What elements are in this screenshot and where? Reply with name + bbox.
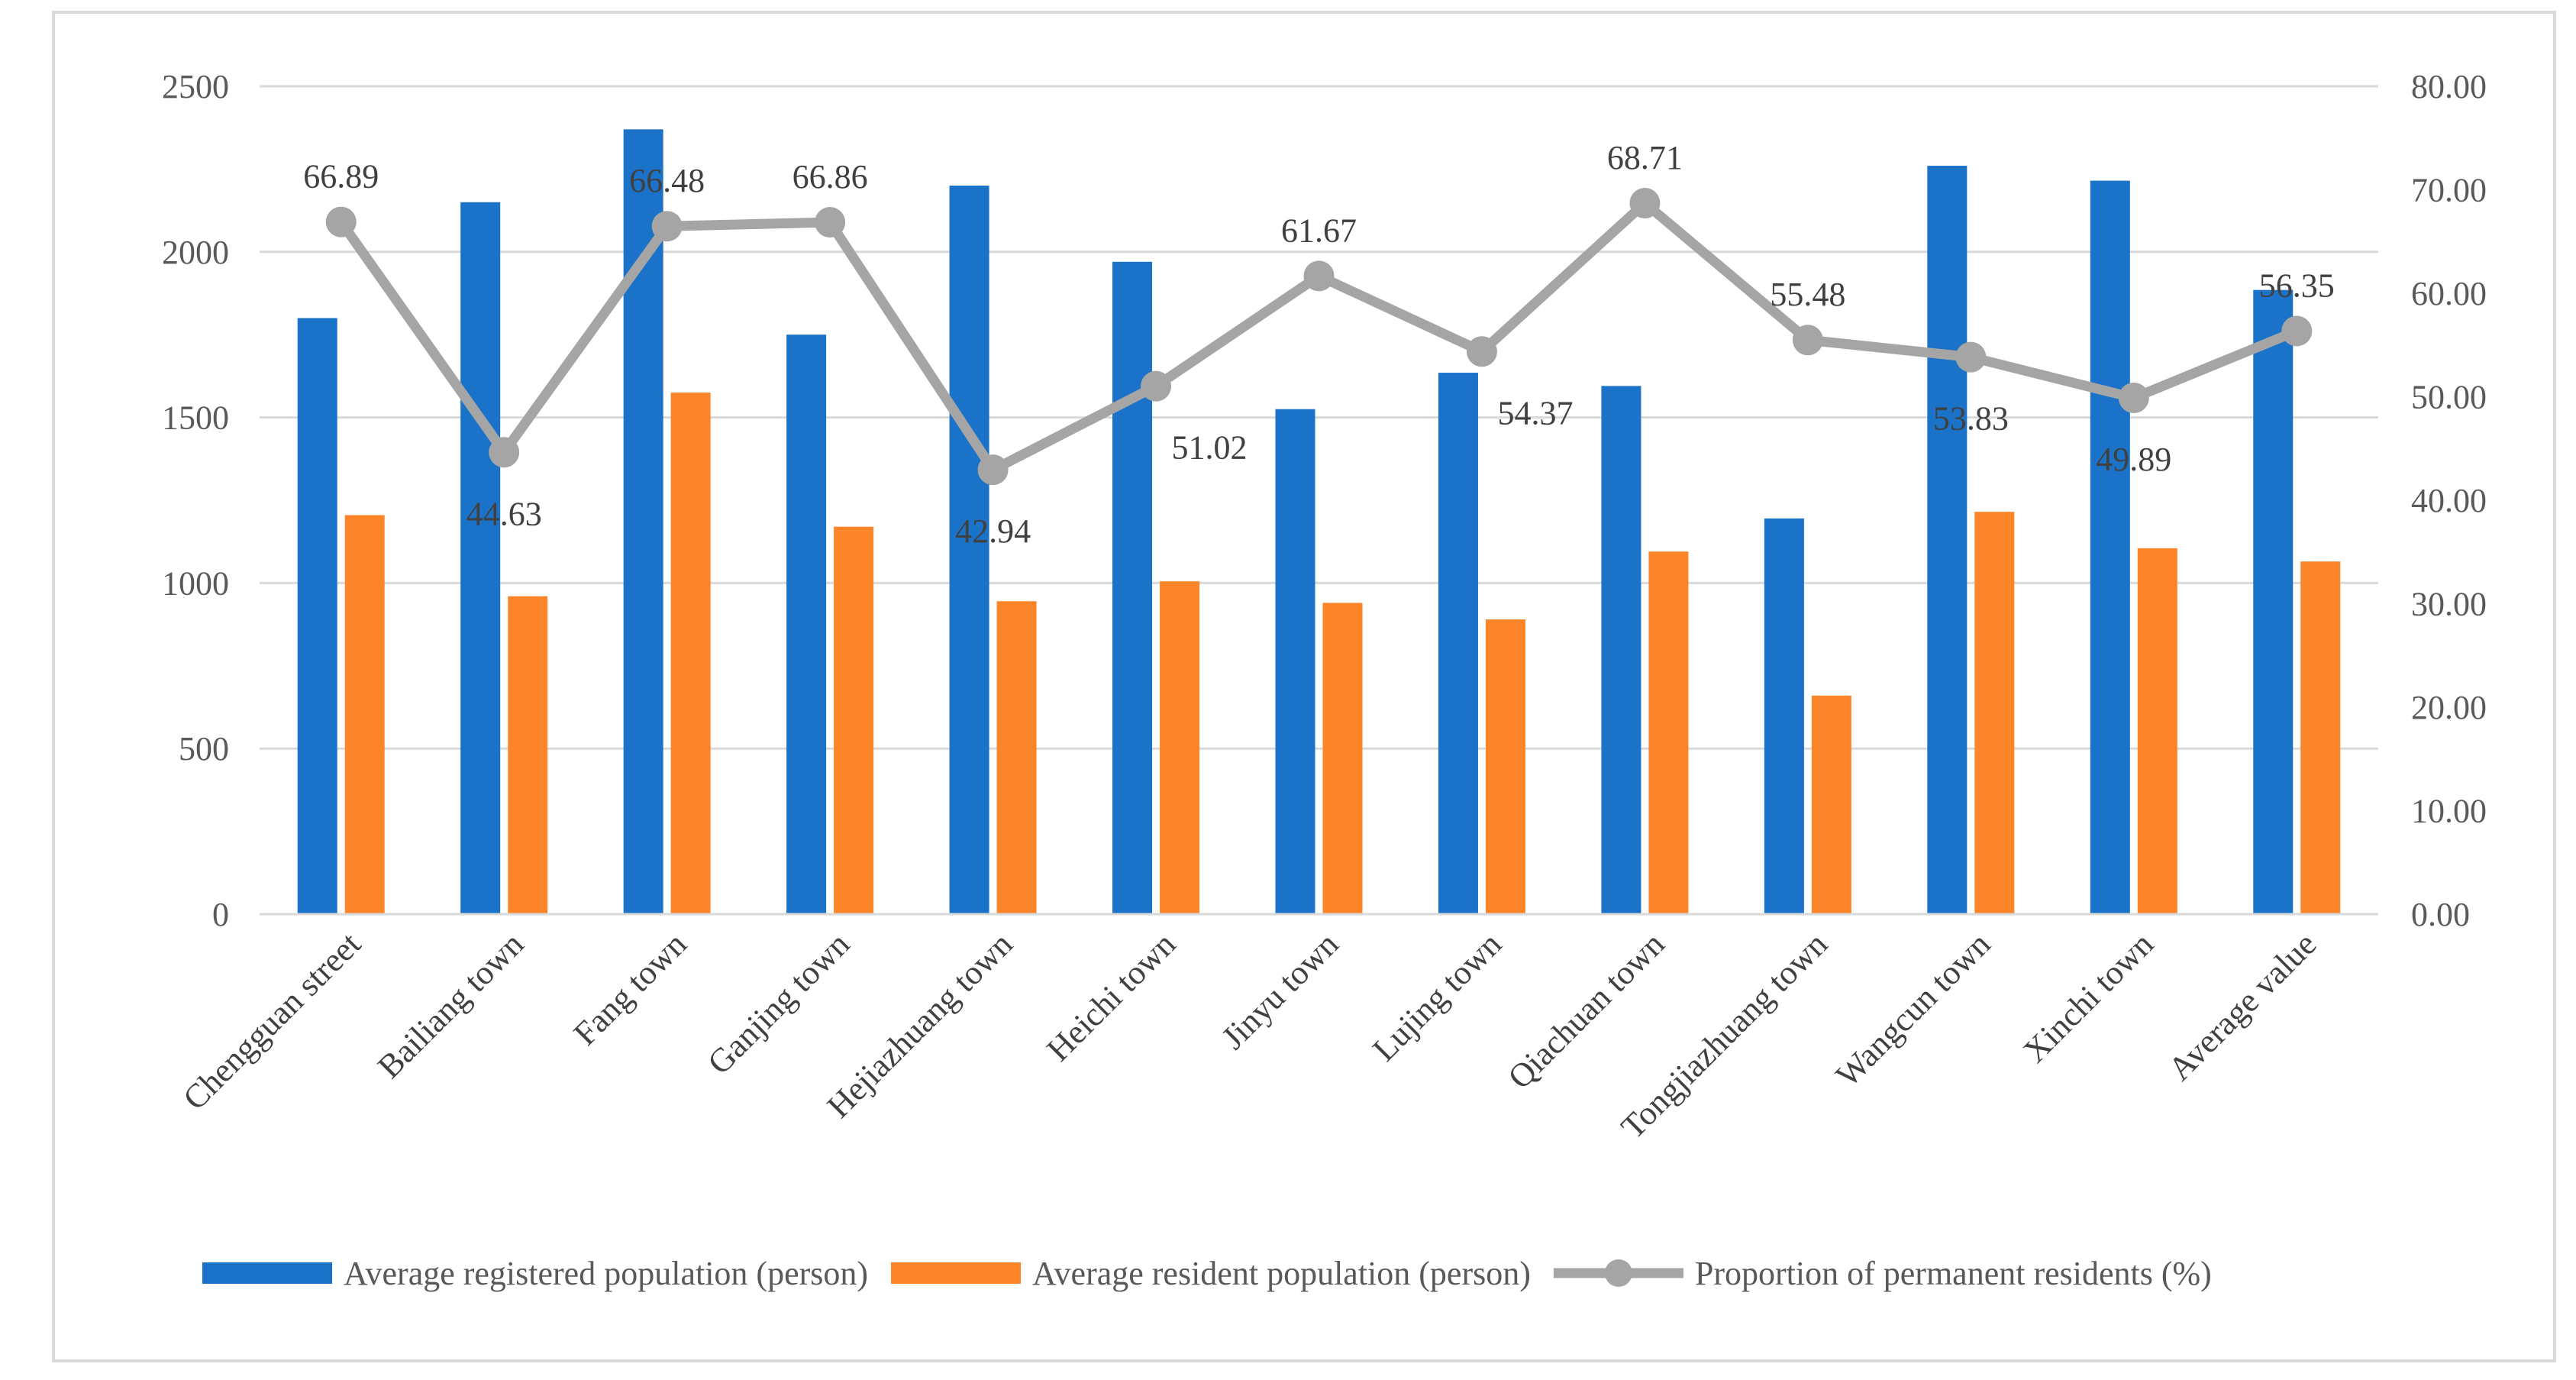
bar-resident-population — [1322, 603, 1363, 914]
bar-resident-population — [834, 526, 874, 914]
legend-label: Average resident population (person) — [1032, 1255, 1531, 1292]
data-label: 66.48 — [629, 162, 705, 199]
bar-registered-population — [460, 202, 501, 914]
proportion-point — [1792, 325, 1823, 356]
data-label: 54.37 — [1497, 394, 1573, 431]
data-label: 68.71 — [1607, 139, 1683, 176]
gridlines — [260, 85, 2378, 750]
bar-resident-population — [2137, 548, 2177, 914]
data-labels: 66.89 44.63 66.48 66.86 42.94 51.02 61.67 54.37… — [303, 139, 2335, 550]
bar-registered-population — [297, 318, 337, 914]
legend-label: Average registered population (person) — [344, 1255, 868, 1292]
bar-resident-population — [508, 596, 548, 914]
y-right-tick-label: 60.00 — [2411, 275, 2487, 312]
proportion-point — [977, 454, 1009, 486]
y-right-tick-label: 80.00 — [2411, 68, 2487, 105]
bar-registered-population — [949, 186, 989, 914]
y-left-tick-label: 2000 — [162, 234, 229, 271]
y-right-tick-label: 30.00 — [2411, 586, 2487, 623]
proportion-point — [815, 207, 846, 238]
data-label: 53.83 — [1933, 400, 2009, 438]
bar-registered-population — [1927, 166, 1968, 915]
legend-swatch — [891, 1262, 1022, 1284]
y-left-tick-label: 0 — [212, 896, 229, 933]
y-left-tick-label: 500 — [179, 730, 229, 768]
proportion-point — [1141, 370, 1172, 402]
bar-resident-population — [996, 601, 1037, 914]
data-label: 56.35 — [2259, 267, 2335, 304]
bar-registered-population — [2253, 289, 2294, 914]
bar-resident-population — [344, 515, 385, 914]
y-right-tick-label: 50.00 — [2411, 379, 2487, 416]
proportion-point — [325, 206, 357, 238]
bar-registered-population — [786, 334, 827, 914]
proportion-point — [2281, 315, 2313, 347]
x-category-label: Fang town — [567, 925, 694, 1052]
x-category-label: Wangcun town — [1829, 925, 1997, 1094]
data-label: 42.94 — [955, 512, 1031, 550]
x-category-label: Average value — [2161, 925, 2323, 1088]
bar-resident-population — [1485, 619, 1525, 914]
bar-resident-population — [1648, 551, 1689, 914]
legend: Average registered population (person) Av… — [202, 1255, 2212, 1292]
y-right-tick-label: 20.00 — [2411, 689, 2487, 726]
y-right-tick-label: 10.00 — [2411, 793, 2487, 830]
data-label: 49.89 — [2096, 441, 2171, 478]
x-category-label: Qiachuan town — [1501, 925, 1672, 1096]
x-category-label: Heichi town — [1040, 925, 1183, 1068]
line-series — [325, 187, 2313, 486]
bar-registered-population — [1438, 373, 1478, 915]
y-left-tick-label: 2500 — [162, 68, 229, 105]
legend-swatch-marker — [1604, 1259, 1632, 1287]
bars — [297, 129, 2341, 915]
data-label: 51.02 — [1172, 429, 1248, 467]
proportion-point — [651, 211, 683, 242]
legend-label: Proportion of permanent residents (%) — [1695, 1255, 2212, 1292]
bar-resident-population — [2300, 561, 2341, 914]
data-label: 61.67 — [1281, 212, 1357, 249]
bar-registered-population — [1601, 386, 1641, 915]
bar-resident-population — [1974, 512, 2015, 914]
y-right-tick-label: 70.00 — [2411, 172, 2487, 209]
legend-swatch — [202, 1262, 332, 1284]
data-label: 55.48 — [1770, 276, 1845, 313]
bar-registered-population — [1764, 518, 1804, 914]
bar-registered-population — [1112, 261, 1153, 915]
y-right-tick-label: 40.00 — [2411, 482, 2487, 519]
bar-registered-population — [2090, 180, 2130, 915]
x-category-label: Ganjing town — [700, 925, 857, 1081]
y-left-tick-label: 1500 — [162, 399, 229, 437]
proportion-point — [1303, 260, 1335, 292]
proportion-point — [1955, 341, 1987, 373]
y-left-tick-label: 1000 — [162, 564, 229, 602]
bar-resident-population — [1811, 695, 1851, 914]
proportion-point — [2118, 382, 2149, 413]
x-category-label: Chengguan street — [176, 925, 368, 1117]
y-right-tick-label: 0.00 — [2411, 896, 2470, 933]
x-category-label: Jinyu town — [1214, 925, 1345, 1056]
proportion-point — [489, 437, 520, 468]
bar-registered-population — [1275, 409, 1315, 914]
data-label: 66.89 — [303, 158, 379, 196]
x-category-label: Lujing town — [1365, 925, 1509, 1068]
bar-resident-population — [670, 393, 711, 914]
proportion-point — [1466, 336, 1497, 367]
data-label: 66.86 — [792, 158, 868, 196]
data-label: 44.63 — [466, 495, 542, 532]
proportion-point — [1629, 187, 1661, 218]
bar-resident-population — [1160, 581, 1200, 914]
x-category-label: Bailiang town — [370, 925, 531, 1085]
x-category-label: Xinchi town — [2016, 925, 2161, 1069]
